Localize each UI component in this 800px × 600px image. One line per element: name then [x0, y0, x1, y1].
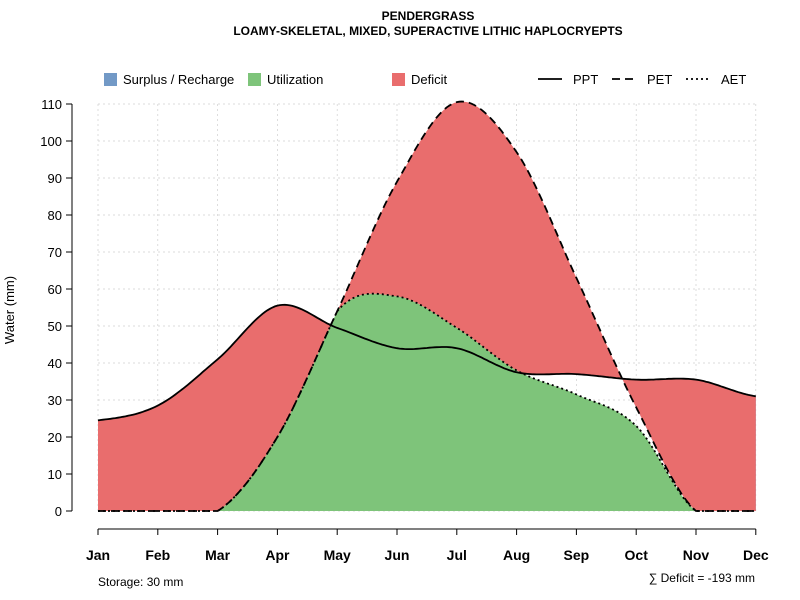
- x-tick-label: Aug: [503, 547, 530, 563]
- legend-swatch: [392, 73, 405, 86]
- x-tick-label: Nov: [683, 547, 710, 563]
- y-tick-label: 90: [48, 171, 62, 186]
- utilization-area: [98, 293, 756, 511]
- x-tick-label: Jul: [447, 547, 467, 563]
- y-tick-label: 30: [48, 393, 62, 408]
- line-pet: [98, 100, 756, 512]
- deficit-area: [98, 101, 756, 511]
- y-tick-label: 60: [48, 282, 62, 297]
- series-lines: [97, 100, 756, 512]
- storage-annotation: Storage: 30 mm: [98, 575, 183, 589]
- y-tick-label: 70: [48, 245, 62, 260]
- y-tick-label: 50: [48, 319, 62, 334]
- line-aet: [98, 292, 756, 512]
- y-tick-label: 40: [48, 356, 62, 371]
- y-axis-label: Water (mm): [2, 276, 17, 344]
- axes: 0 10 20 30 40 50 60 70 80 90 100 110 Jan Feb Mar Apr May…: [40, 97, 769, 563]
- x-tick-label: Mar: [205, 547, 230, 563]
- x-tick-label: May: [324, 547, 351, 563]
- deficit-annotation: ∑ Deficit = -193 mm: [649, 571, 755, 585]
- legend: Surplus / Recharge Utilization Deficit PPT P…: [104, 72, 746, 87]
- y-tick-label: 0: [55, 504, 62, 519]
- x-tick-label: Oct: [625, 547, 649, 563]
- x-tick-label: Jan: [86, 547, 110, 563]
- x-tick-label: Feb: [145, 547, 170, 563]
- legend-label: Deficit: [411, 72, 448, 87]
- chart-subtitle: LOAMY-SKELETAL, MIXED, SUPERACTIVE LITHI…: [233, 24, 622, 38]
- x-tick-label: Sep: [564, 547, 590, 563]
- legend-label: PET: [647, 72, 672, 87]
- line-ppt: [97, 303, 756, 422]
- legend-label: PPT: [573, 72, 598, 87]
- chart-title: PENDERGRASS: [382, 9, 475, 23]
- y-tick-label: 80: [48, 208, 62, 223]
- legend-label: AET: [721, 72, 746, 87]
- y-tick-label: 20: [48, 430, 62, 445]
- y-tick-label: 110: [41, 97, 62, 112]
- legend-swatch: [104, 73, 117, 86]
- area-fills: [98, 101, 756, 511]
- legend-label: Surplus / Recharge: [123, 72, 234, 87]
- x-tick-label: Jun: [385, 547, 410, 563]
- x-tick-label: Dec: [743, 547, 769, 563]
- legend-label: Utilization: [267, 72, 323, 87]
- y-tick-label: 100: [40, 134, 62, 149]
- legend-swatch: [248, 73, 261, 86]
- y-tick-label: 10: [48, 467, 62, 482]
- x-tick-label: Apr: [265, 547, 290, 563]
